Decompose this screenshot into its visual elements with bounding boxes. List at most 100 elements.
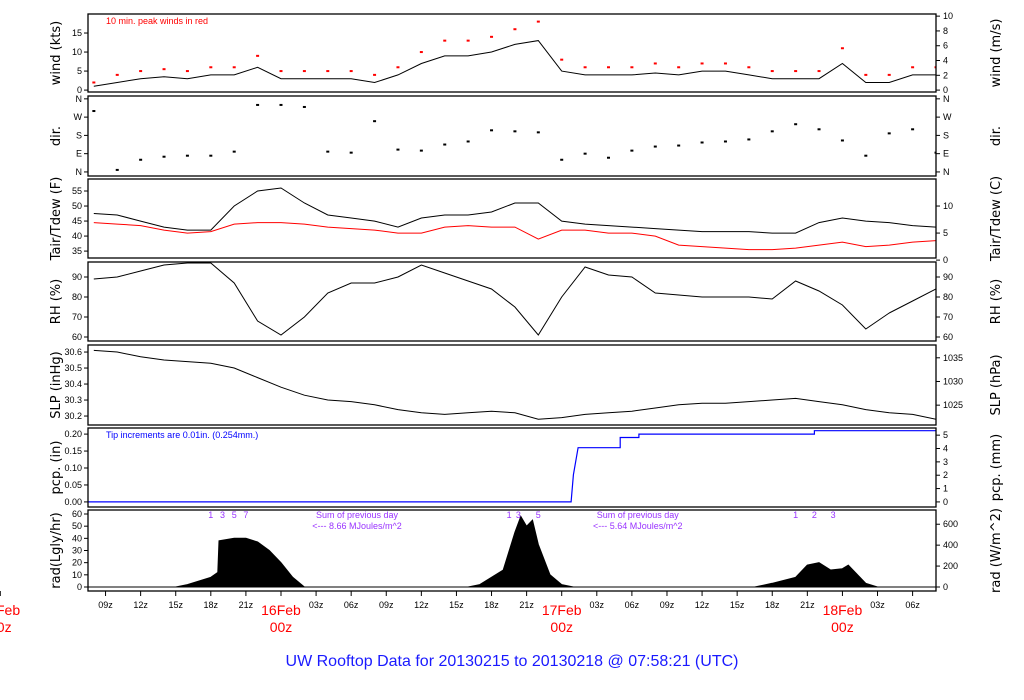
point xyxy=(115,168,119,171)
hour-mark: 1 xyxy=(208,510,213,520)
point xyxy=(934,151,936,154)
y-axis-label: SLP (inHg) xyxy=(49,351,64,419)
series-wind-direction-deg- xyxy=(92,103,936,171)
hour-mark: 1 xyxy=(507,510,512,520)
point xyxy=(911,66,915,69)
x-tick-label: 09z xyxy=(98,600,113,610)
y-right-tick-label: N xyxy=(943,167,950,177)
point xyxy=(887,73,891,76)
daily-sum-label: Sum of previous day xyxy=(316,510,399,520)
x-tick-label: 15z xyxy=(168,600,183,610)
y-tick-label: 55 xyxy=(72,186,82,196)
panel-annotation: 10 min. peak winds in red xyxy=(106,16,208,26)
point xyxy=(466,39,470,42)
point xyxy=(349,151,353,154)
y-right-tick-label: S xyxy=(943,130,949,140)
x-tick-label: 12z xyxy=(695,600,710,610)
panel-frame xyxy=(87,344,937,426)
y-tick-label: 0.15 xyxy=(64,446,82,456)
daily-sum-value: <--- 8.66 MJoules/m^2 xyxy=(312,521,402,531)
y-tick-label: 20 xyxy=(72,558,82,568)
y-right-tick-label: 70 xyxy=(943,312,953,322)
y-right-tick-label: 0 xyxy=(943,255,948,265)
x-tick-label: 21z xyxy=(800,600,815,610)
series-accumulated-precipitation xyxy=(88,430,936,503)
y-axis-label: dir. xyxy=(49,126,64,146)
hour-mark: 5 xyxy=(232,510,237,520)
y-tick-label: 30.6 xyxy=(64,347,82,357)
series-tair xyxy=(93,187,936,234)
point xyxy=(700,141,704,144)
panel-rh: 60 70 80 90 60 70 80 90 RH (%) RH (%) xyxy=(49,261,1004,342)
y-axis-label: RH (%) xyxy=(49,279,64,324)
panel-annotation: Tip increments are 0.01in. (0.254mm.) xyxy=(106,430,258,440)
point xyxy=(794,70,798,73)
point xyxy=(302,105,306,108)
panel-wind: 0 5 10 15 0 2 4 6 8 10 wind (kts) wind (m/s) 10 min.… xyxy=(49,11,1004,95)
y-axis-label-right: rad (W/m^2) xyxy=(989,508,1004,593)
point xyxy=(677,66,681,69)
y-axis-label-right: RH (%) xyxy=(989,279,1004,324)
point xyxy=(373,120,377,123)
y-axis-label-right: Tair/Tdew (C) xyxy=(989,176,1004,262)
x-tick-label: 06z xyxy=(625,600,640,610)
point xyxy=(396,148,400,151)
point xyxy=(326,70,330,73)
x-tick-label: 09z xyxy=(379,600,394,610)
point xyxy=(513,130,517,133)
x-time-label: 00z xyxy=(831,619,854,635)
point xyxy=(653,62,657,65)
y-tick-label: 0 xyxy=(77,582,82,592)
y-tick-label: 60 xyxy=(72,332,82,342)
y-tick-label: 70 xyxy=(72,312,82,322)
y-tick-label: 0.20 xyxy=(64,429,82,439)
point xyxy=(864,73,868,76)
y-right-tick-label: 1030 xyxy=(943,376,963,386)
point xyxy=(770,70,774,73)
point xyxy=(723,140,727,143)
x-time-label: 00z xyxy=(0,619,12,635)
point xyxy=(817,128,821,131)
y-tick-label: 45 xyxy=(72,216,82,226)
y-right-tick-label: 200 xyxy=(943,561,958,571)
point xyxy=(92,110,96,113)
y-tick-label: 5 xyxy=(77,66,82,76)
series-10-min-peak-winds xyxy=(92,20,936,84)
y-tick-label: 0.00 xyxy=(64,497,82,507)
point xyxy=(840,139,844,142)
y-axis-label: wind (kts) xyxy=(49,21,64,85)
point xyxy=(139,70,143,73)
chart-title: UW Rooftop Data for 20130215 to 20130218… xyxy=(286,653,739,670)
x-time-label: 00z xyxy=(550,619,573,635)
point xyxy=(606,66,610,69)
point xyxy=(139,158,143,161)
point xyxy=(349,70,353,73)
point xyxy=(583,66,587,69)
point xyxy=(162,155,166,158)
y-tick-label: 30.5 xyxy=(64,363,82,373)
x-tick-label: 21z xyxy=(519,600,534,610)
hour-mark: 7 xyxy=(243,510,248,520)
x-date-label: 16Feb xyxy=(261,602,301,618)
point xyxy=(747,66,751,69)
y-right-tick-label: 3 xyxy=(943,457,948,467)
point xyxy=(185,154,189,157)
point xyxy=(232,66,236,69)
y-right-tick-label: 1 xyxy=(943,484,948,494)
y-tick-label: 30.3 xyxy=(64,395,82,405)
point xyxy=(934,66,936,69)
point xyxy=(256,103,260,106)
point xyxy=(630,149,634,152)
point xyxy=(326,150,330,153)
y-right-tick-label: 10 xyxy=(943,11,953,21)
y-right-tick-label: 4 xyxy=(943,444,948,454)
y-tick-label: 0.05 xyxy=(64,480,82,490)
y-tick-label: 35 xyxy=(72,246,82,256)
series-tdew xyxy=(93,222,936,251)
x-tick-label: 15z xyxy=(449,600,464,610)
y-tick-label: 90 xyxy=(72,272,82,282)
x-axis: 09z 12z 15z 18z 21z 03z 06z 09z 12z 15z 18z 21z 03z 0… xyxy=(0,591,920,635)
point xyxy=(794,123,798,126)
y-tick-label: 40 xyxy=(72,533,82,543)
